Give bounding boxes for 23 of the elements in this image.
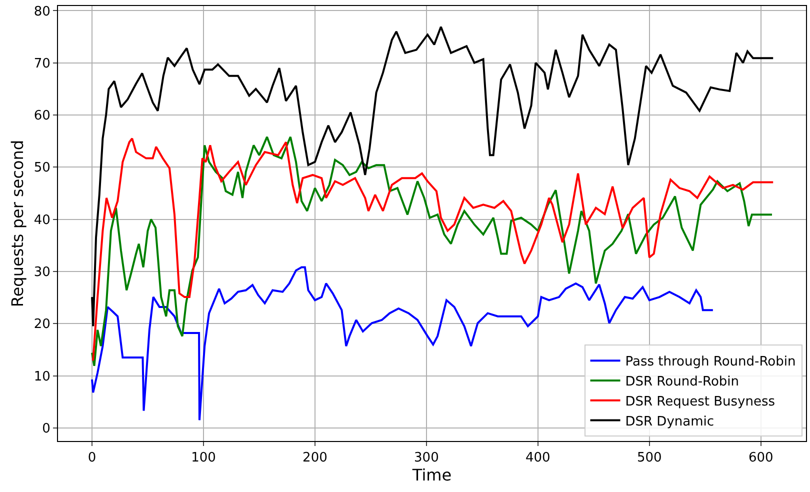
legend-label: Pass through Round-Robin (625, 354, 796, 370)
x-tick-label: 100 (191, 450, 216, 466)
y-tick-label: 20 (34, 317, 50, 332)
legend-label: DSR Request Busyness (625, 394, 776, 410)
y-tick-label: 30 (34, 265, 50, 280)
x-tick-label: 0 (88, 450, 96, 466)
x-axis-title: Time (411, 466, 452, 485)
legend-label: DSR Round-Robin (625, 374, 740, 390)
y-tick-label: 60 (34, 108, 50, 124)
y-tick-label: 0 (42, 422, 50, 437)
x-tick-label: 400 (525, 450, 550, 466)
x-tick-label: 500 (636, 450, 662, 466)
line-series (91, 26, 774, 328)
y-tick-label: 70 (34, 56, 50, 72)
y-tick-label: 50 (34, 160, 50, 176)
x-tick-label: 200 (302, 450, 328, 466)
x-tick-label: 600 (748, 450, 774, 466)
y-tick-label: 10 (34, 369, 50, 384)
legend-label: DSR Dynamic (625, 414, 714, 430)
y-tick-label: 80 (34, 4, 50, 20)
y-tick-label: 40 (34, 212, 50, 228)
x-tick-label: 300 (414, 450, 439, 466)
y-axis-title: Requests per second (8, 140, 27, 308)
